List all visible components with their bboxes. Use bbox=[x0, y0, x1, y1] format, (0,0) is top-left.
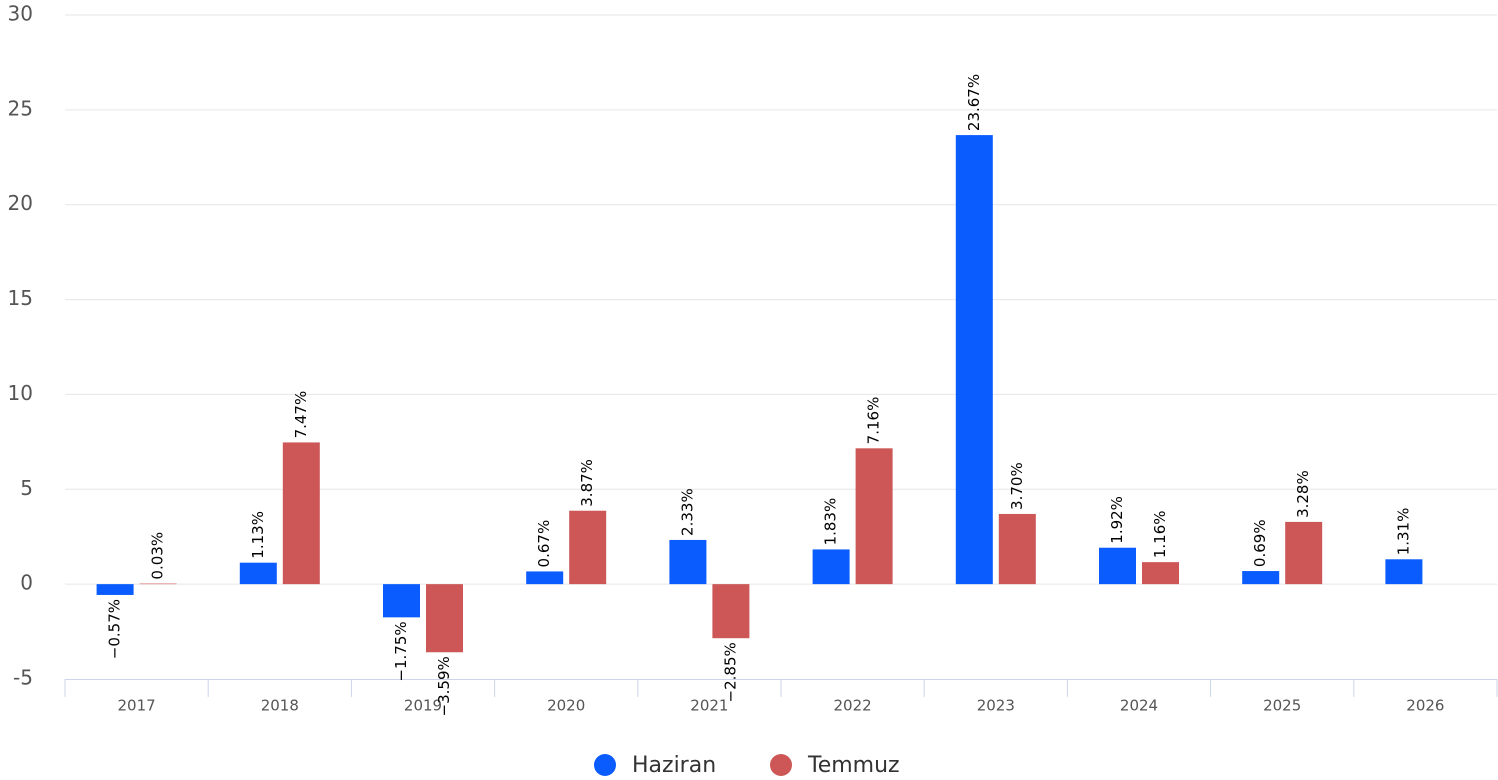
value-label: 1.92% bbox=[1108, 496, 1126, 544]
legend-marker bbox=[594, 754, 616, 776]
value-label: −1.75% bbox=[392, 621, 410, 681]
value-label: 3.28% bbox=[1294, 470, 1312, 518]
bar bbox=[526, 571, 564, 585]
value-label: 0.03% bbox=[149, 532, 167, 580]
value-label: −3.59% bbox=[435, 656, 453, 716]
y-tick-label: 15 bbox=[8, 286, 33, 310]
bar bbox=[1385, 559, 1423, 585]
y-tick-label: -5 bbox=[13, 666, 33, 690]
bar bbox=[955, 135, 993, 585]
value-label: 1.16% bbox=[1151, 510, 1169, 558]
y-tick-label: 20 bbox=[8, 191, 33, 215]
y-tick-label: 25 bbox=[8, 96, 33, 120]
value-label: 3.87% bbox=[578, 459, 596, 507]
value-label: 3.70% bbox=[1008, 462, 1026, 510]
value-label: −0.57% bbox=[106, 599, 124, 659]
bar bbox=[239, 562, 277, 585]
legend-label: Haziran bbox=[632, 753, 716, 778]
x-tick-label: 2022 bbox=[834, 697, 872, 715]
x-tick-label: 2026 bbox=[1406, 697, 1444, 715]
value-label: 2.33% bbox=[678, 488, 696, 536]
x-tick-label: 2024 bbox=[1120, 697, 1158, 715]
value-label: 1.31% bbox=[1394, 508, 1412, 556]
x-tick-label: 2018 bbox=[261, 697, 299, 715]
value-label: −2.85% bbox=[721, 642, 739, 702]
value-label: 23.67% bbox=[965, 74, 983, 131]
bar bbox=[998, 513, 1036, 585]
bar bbox=[855, 448, 893, 585]
bar bbox=[96, 584, 134, 595]
x-tick-label: 2019 bbox=[404, 697, 442, 715]
bar bbox=[812, 549, 850, 585]
y-tick-label: 5 bbox=[20, 476, 33, 500]
x-tick-label: 2021 bbox=[690, 697, 728, 715]
value-label: 0.67% bbox=[535, 520, 553, 568]
bar bbox=[1142, 562, 1179, 585]
y-tick-label: 0 bbox=[20, 571, 33, 595]
value-label: 7.16% bbox=[865, 397, 883, 445]
value-label: 7.47% bbox=[292, 391, 310, 439]
y-tick-label: 10 bbox=[8, 381, 33, 405]
bar bbox=[426, 584, 463, 653]
value-label: 0.69% bbox=[1251, 519, 1269, 567]
bar bbox=[712, 584, 750, 639]
bar bbox=[1242, 571, 1280, 585]
value-label: 1.83% bbox=[822, 498, 840, 546]
bar bbox=[139, 583, 177, 585]
y-tick-label: 30 bbox=[8, 2, 33, 26]
x-tick-label: 2025 bbox=[1263, 697, 1301, 715]
x-tick-label: 2017 bbox=[118, 697, 156, 715]
value-label: 1.13% bbox=[249, 511, 267, 559]
bar bbox=[669, 539, 707, 585]
x-tick-label: 2023 bbox=[977, 697, 1015, 715]
bar bbox=[1285, 521, 1323, 585]
x-tick-label: 2020 bbox=[547, 697, 585, 715]
bar bbox=[383, 584, 420, 618]
legend-marker bbox=[770, 754, 792, 776]
bar bbox=[282, 442, 320, 585]
bar bbox=[569, 510, 607, 585]
bar bbox=[1099, 547, 1136, 585]
legend-label: Temmuz bbox=[807, 753, 900, 778]
